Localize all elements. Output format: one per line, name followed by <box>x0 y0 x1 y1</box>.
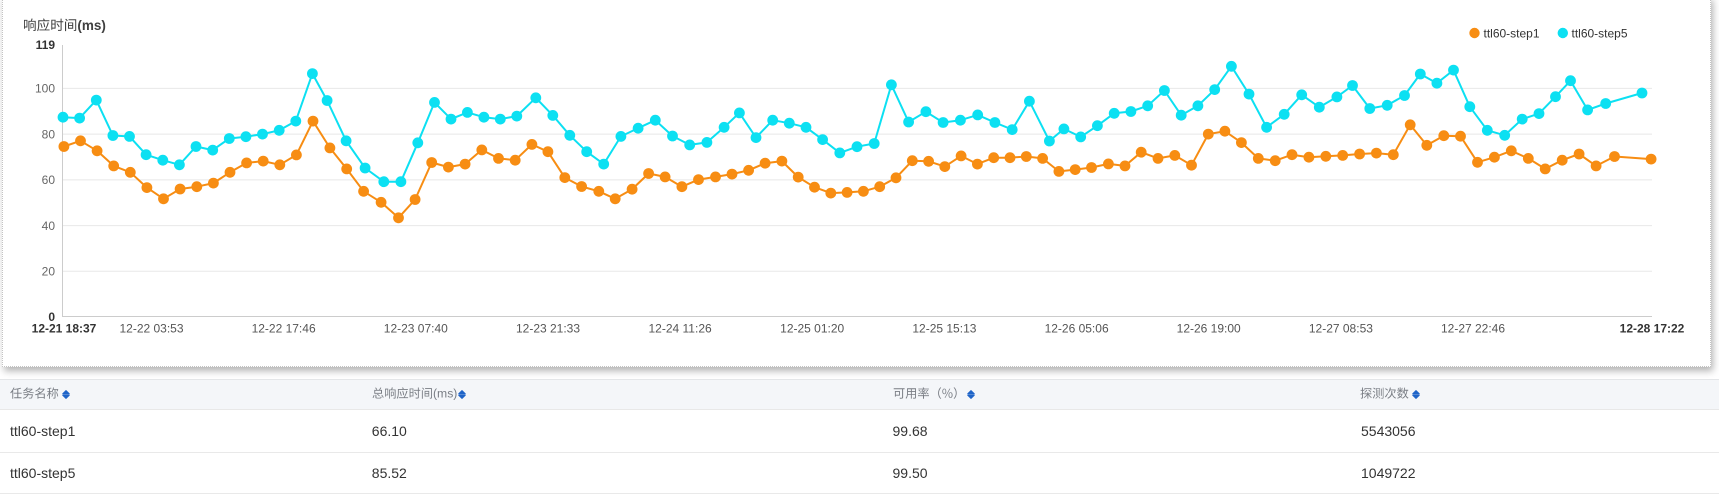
svg-text:12-24 11:26: 12-24 11:26 <box>649 322 712 336</box>
svg-text:12-25 01:20: 12-25 01:20 <box>780 322 844 336</box>
svg-text:12-26 05:06: 12-26 05:06 <box>1045 322 1109 336</box>
svg-text:12-27 22:46: 12-27 22:46 <box>1441 322 1505 336</box>
svg-text:20: 20 <box>42 265 56 279</box>
svg-text:ttl60-step1: ttl60-step1 <box>1484 27 1540 41</box>
svg-text:12-28 17:22: 12-28 17:22 <box>1620 322 1685 336</box>
svg-text:119: 119 <box>36 38 56 52</box>
svg-text:12-23 21:33: 12-23 21:33 <box>516 322 580 336</box>
svg-text:12-21 18:37: 12-21 18:37 <box>32 322 97 336</box>
svg-text:12-26 19:00: 12-26 19:00 <box>1177 322 1241 336</box>
svg-text:80: 80 <box>42 127 56 141</box>
svg-text:12-23 07:40: 12-23 07:40 <box>384 322 448 336</box>
svg-text:12-25 15:13: 12-25 15:13 <box>912 322 976 336</box>
svg-text:12-22 03:53: 12-22 03:53 <box>119 322 183 336</box>
svg-text:0: 0 <box>48 310 55 324</box>
svg-text:(ms): (ms) <box>77 18 106 33</box>
svg-text:60: 60 <box>42 173 56 187</box>
svg-text:(ms): (ms) <box>433 387 457 401</box>
svg-text:40: 40 <box>42 219 56 233</box>
svg-text:100: 100 <box>35 82 55 96</box>
svg-text:ttl60-step5: ttl60-step5 <box>1572 27 1628 41</box>
svg-text:12-27 08:53: 12-27 08:53 <box>1309 322 1373 336</box>
svg-text:12-22 17:46: 12-22 17:46 <box>252 322 316 336</box>
